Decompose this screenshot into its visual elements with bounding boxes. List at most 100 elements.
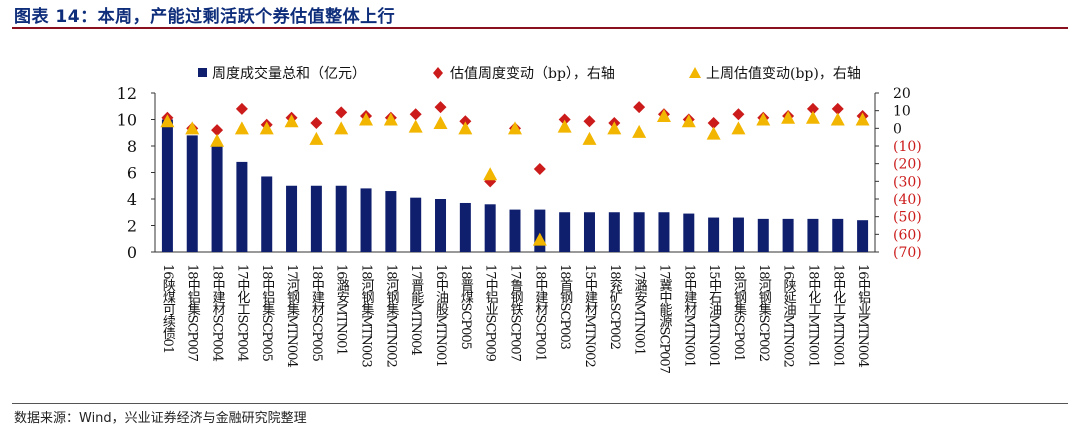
prev-week-triangle [483, 167, 498, 181]
category-label: 18中化工MTN001 [830, 264, 846, 367]
category-label: 18兖矿SCP002 [607, 264, 623, 349]
volume-bar [708, 217, 720, 252]
weekly-change-diamond [235, 102, 248, 115]
category-label: 17中化工SCP004 [234, 264, 250, 362]
right-tick-label: (60) [893, 227, 922, 243]
left-tick-label: 8 [127, 137, 137, 156]
volume-bar [807, 218, 819, 252]
category-label: 18晋煤SCP005 [458, 264, 474, 350]
weekly-change-diamond [533, 162, 546, 175]
category-label: 16中铝业MTN004 [855, 264, 871, 367]
prev-week-triangle [359, 112, 374, 126]
category-label: 17潞安MTN001 [632, 264, 648, 355]
prev-week-triangle [582, 131, 597, 145]
volume-bar [534, 209, 546, 252]
legend-bar-label: 周度成交量总和（亿元） [212, 65, 366, 82]
prev-week-triangle [756, 112, 771, 126]
category-label: 18中建材MTN001 [681, 264, 697, 367]
volume-bar [583, 212, 595, 252]
prev-week-triangle [334, 121, 349, 135]
prev-week-triangle [160, 114, 175, 128]
prev-week-triangle [234, 121, 249, 135]
right-tick-label: 10 [893, 104, 911, 120]
prev-week-triangle [284, 114, 299, 128]
volume-bar [161, 119, 173, 252]
volume-bar [832, 218, 844, 252]
weekly-change-diamond [732, 108, 745, 121]
category-label: 18中建材SCP005 [309, 264, 325, 362]
weekly-change-diamond [558, 113, 571, 126]
prev-week-triangle [632, 124, 647, 138]
volume-bar [459, 202, 471, 252]
right-tick-label: 20 [893, 86, 911, 102]
right-tick-label: 0 [893, 121, 902, 137]
category-label: 16中油股MTN001 [433, 264, 449, 367]
legend-triangle-label: 上周估值变动(bp)，右轴 [706, 66, 861, 82]
volume-bar [360, 188, 372, 252]
category-label: 17河钢集MTN004 [284, 264, 300, 367]
prev-week-triangle [408, 119, 423, 133]
weekly-change-diamond [831, 102, 844, 115]
left-tick-label: 12 [117, 84, 137, 103]
category-label: 18中铝集SCP005 [259, 264, 275, 362]
prev-week-triangle [607, 121, 622, 135]
weekly-change-diamond [409, 108, 422, 121]
prev-week-triangle [383, 112, 398, 126]
right-tick-label: (70) [893, 245, 922, 261]
prev-week-triangle [681, 114, 696, 128]
volume-bar [732, 217, 744, 252]
prev-week-triangle [210, 133, 225, 147]
category-label: 18中化工MTN001 [805, 264, 821, 367]
category-label: 18中建材SCP004 [210, 264, 226, 362]
weekly-change-diamond [633, 101, 646, 114]
legend-triangle-swatch [689, 67, 701, 78]
prev-week-triangle [855, 112, 870, 126]
category-label: 15中石油MTN001 [706, 264, 722, 367]
weekly-change-diamond [459, 115, 472, 128]
category-label: 18首钢SCP003 [557, 264, 573, 350]
volume-bar [683, 213, 695, 252]
prev-week-triangle [532, 232, 547, 246]
bar-series [161, 119, 869, 252]
volume-bar [286, 185, 298, 252]
prev-week-triangle [185, 121, 200, 135]
prev-week-triangle [781, 110, 796, 124]
volume-bar [186, 135, 198, 252]
footer-rule [12, 403, 1068, 404]
volume-bar [484, 204, 496, 252]
volume-bar [211, 146, 223, 252]
right-tick-label: (30) [893, 174, 922, 190]
prev-week-triangle [259, 121, 274, 135]
right-tick-label: (50) [893, 210, 922, 226]
prev-week-triangle [458, 121, 473, 135]
prev-week-triangle [706, 126, 721, 140]
left-tick-label: 10 [117, 111, 137, 130]
volume-bar [658, 212, 670, 252]
left-axis: 0 2 4 6 8 10 12 [117, 84, 875, 262]
volume-bar [261, 176, 273, 252]
right-axis: 20 100 (10) (20)(30) (40) (50)(60) (70) [874, 86, 922, 261]
prev-week-triangle [309, 131, 324, 145]
right-tick-label: (10) [893, 139, 922, 155]
category-label: 16陕煤可续债01 [160, 264, 176, 353]
category-label: 17晋能MTN004 [408, 264, 424, 355]
category-label: 16潞安MTN001 [334, 264, 350, 355]
volume-bar [633, 212, 645, 252]
volume-bar [310, 185, 322, 252]
weekly-change-diamond [310, 117, 323, 130]
volume-bar [335, 185, 347, 252]
category-label: 15中建材MTN002 [582, 264, 598, 367]
category-label: 18河钢集SCP002 [756, 264, 772, 361]
volume-bar [782, 218, 794, 252]
volume-bar [410, 197, 422, 252]
category-label: 17冀中能源SCP007 [656, 264, 672, 374]
weekly-change-diamond [707, 117, 720, 130]
prev-week-triangle [508, 121, 522, 135]
legend-diamond-label: 估值周度变动（bp），右轴 [450, 66, 615, 82]
triangle-series [160, 108, 870, 246]
weekly-change-diamond [434, 101, 447, 114]
right-tick-label: (20) [893, 157, 922, 173]
prev-week-triangle [830, 112, 845, 126]
category-label: 17鲁钢铁SCP007 [508, 264, 524, 362]
weekly-change-diamond [583, 115, 596, 128]
